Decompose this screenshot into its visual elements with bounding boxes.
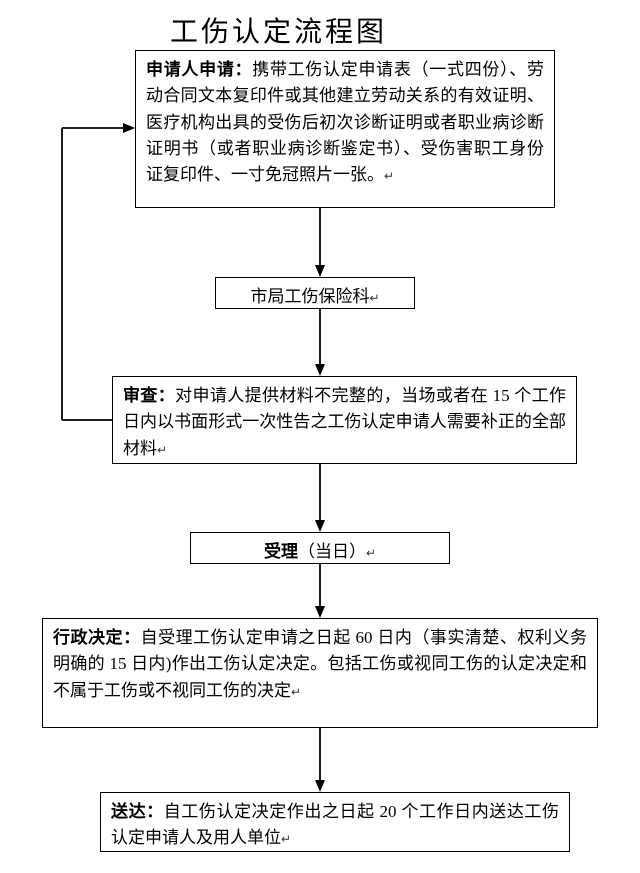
para-mark: ↵	[291, 684, 301, 698]
node-bureau: 市局工伤保险科↵	[215, 277, 415, 309]
node-deliver-label: 送达：	[111, 802, 164, 821]
para-mark: ↵	[157, 442, 167, 456]
node-accept: 受理（当日）↵	[190, 532, 450, 564]
node-deliver-text: 自工伤认定决定作出之日起 20 个工作日内送达工伤认定申请人及用人单位	[111, 802, 559, 847]
node-bureau-text: 市局工伤保险科	[250, 287, 369, 306]
para-mark: ↵	[369, 291, 379, 305]
node-review: 审查：对申请人提供材料不完整的，当场或者在 15 个工作日内以书面形式一次性告之…	[112, 376, 577, 464]
node-applicant-label: 申请人申请：	[146, 60, 252, 79]
para-mark: ↵	[366, 546, 376, 560]
node-decision-label: 行政决定：	[53, 628, 141, 647]
node-decision: 行政决定：自受理工伤认定申请之日起 60 日内（事实清楚、权利义务明确的 15 …	[42, 618, 598, 728]
node-accept-label: 受理	[264, 542, 298, 561]
node-accept-text: （当日）	[298, 542, 366, 561]
node-review-label: 审查：	[123, 386, 175, 405]
page-title: 工伤认定流程图	[170, 10, 387, 50]
para-mark: ↵	[281, 832, 291, 846]
para-mark: ↵	[384, 169, 394, 183]
node-review-text: 对申请人提供材料不完整的，当场或者在 15 个工作日内以书面形式一次性告之工伤认…	[123, 386, 566, 458]
node-applicant: 申请人申请：携带工伤认定申请表（一式四份）、劳动合同文本复印件或其他建立劳动关系…	[135, 50, 555, 208]
node-deliver: 送达：自工伤认定决定作出之日起 20 个工作日内送达工伤认定申请人及用人单位↵	[100, 792, 570, 852]
